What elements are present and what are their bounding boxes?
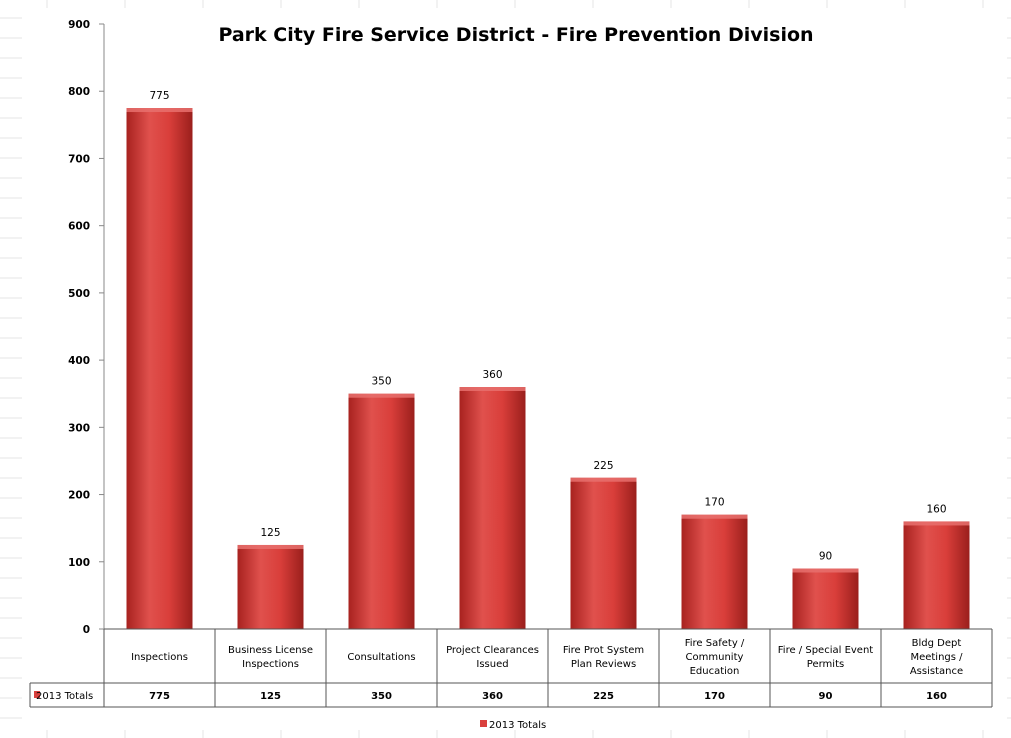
legend-label: 2013 Totals	[489, 720, 546, 731]
bar	[459, 387, 526, 629]
y-tick-label: 700	[68, 153, 90, 165]
chart-title: Park City Fire Service District - Fire P…	[218, 24, 813, 46]
category-label: Fire Safety /	[685, 638, 745, 649]
bar-cap	[681, 514, 748, 519]
y-tick-label: 600	[68, 221, 90, 233]
category-label: Inspections	[242, 659, 299, 670]
bar-cap	[348, 393, 415, 398]
category-label: Education	[690, 666, 740, 677]
table-value: 225	[593, 691, 614, 702]
data-label: 90	[819, 551, 832, 563]
category-label: Consultations	[347, 652, 415, 663]
bar	[237, 544, 304, 629]
bars-layer: 775 125 350 360 225 170 90 160	[126, 90, 970, 630]
category-label: Fire Prot System	[563, 645, 644, 656]
bar	[126, 108, 193, 630]
table-value: 350	[371, 691, 392, 702]
category-label: Meetings /	[910, 652, 963, 663]
legend: 2013 Totals	[480, 720, 546, 731]
bar	[903, 521, 970, 629]
category-label: Community	[686, 652, 744, 663]
y-tick-label: 400	[68, 355, 90, 367]
table-row-header: 2013 Totals	[36, 691, 93, 702]
bar	[681, 514, 748, 629]
table-value: 775	[149, 691, 170, 702]
bar	[348, 393, 415, 629]
bar-cap	[570, 477, 637, 482]
table-value: 90	[819, 691, 833, 702]
data-label: 360	[482, 369, 502, 381]
bar-cap	[237, 544, 304, 549]
data-label: 350	[371, 376, 391, 388]
y-tick-label: 0	[83, 624, 90, 636]
data-label: 225	[593, 460, 613, 472]
y-tick-label: 100	[68, 557, 90, 569]
category-label: Bldg Dept	[912, 638, 962, 649]
category-label: Inspections	[131, 652, 188, 663]
y-tick-label: 200	[68, 490, 90, 502]
bar	[792, 568, 859, 629]
category-label: Fire / Special Event	[778, 645, 874, 656]
bar-cap	[792, 568, 859, 573]
table-legend-key	[34, 691, 40, 698]
table-value: 160	[926, 691, 947, 702]
legend-swatch	[480, 720, 487, 727]
y-tick-label: 900	[68, 19, 90, 31]
bar-cap	[126, 108, 193, 113]
y-tick-label: 300	[68, 422, 90, 434]
bar-cap	[903, 521, 970, 526]
data-table: 2013 Totals Inspections 775 Business Licens…	[29, 628, 993, 708]
y-tick-label: 500	[68, 288, 90, 300]
category-label: Project Clearances	[446, 645, 539, 656]
data-label: 160	[926, 503, 946, 515]
category-label: Issued	[476, 659, 508, 670]
category-label: Permits	[807, 659, 844, 670]
table-value: 125	[260, 691, 281, 702]
data-label: 775	[149, 90, 169, 102]
category-label: Business License	[228, 645, 313, 656]
data-label: 170	[704, 497, 724, 509]
table-value: 170	[704, 691, 725, 702]
category-label: Assistance	[910, 666, 963, 677]
category-label: Plan Reviews	[571, 659, 636, 670]
bar	[570, 477, 637, 629]
y-tick-label: 800	[68, 86, 90, 98]
bar-cap	[459, 387, 526, 391]
data-label: 125	[260, 527, 280, 539]
table-value: 360	[482, 691, 503, 702]
